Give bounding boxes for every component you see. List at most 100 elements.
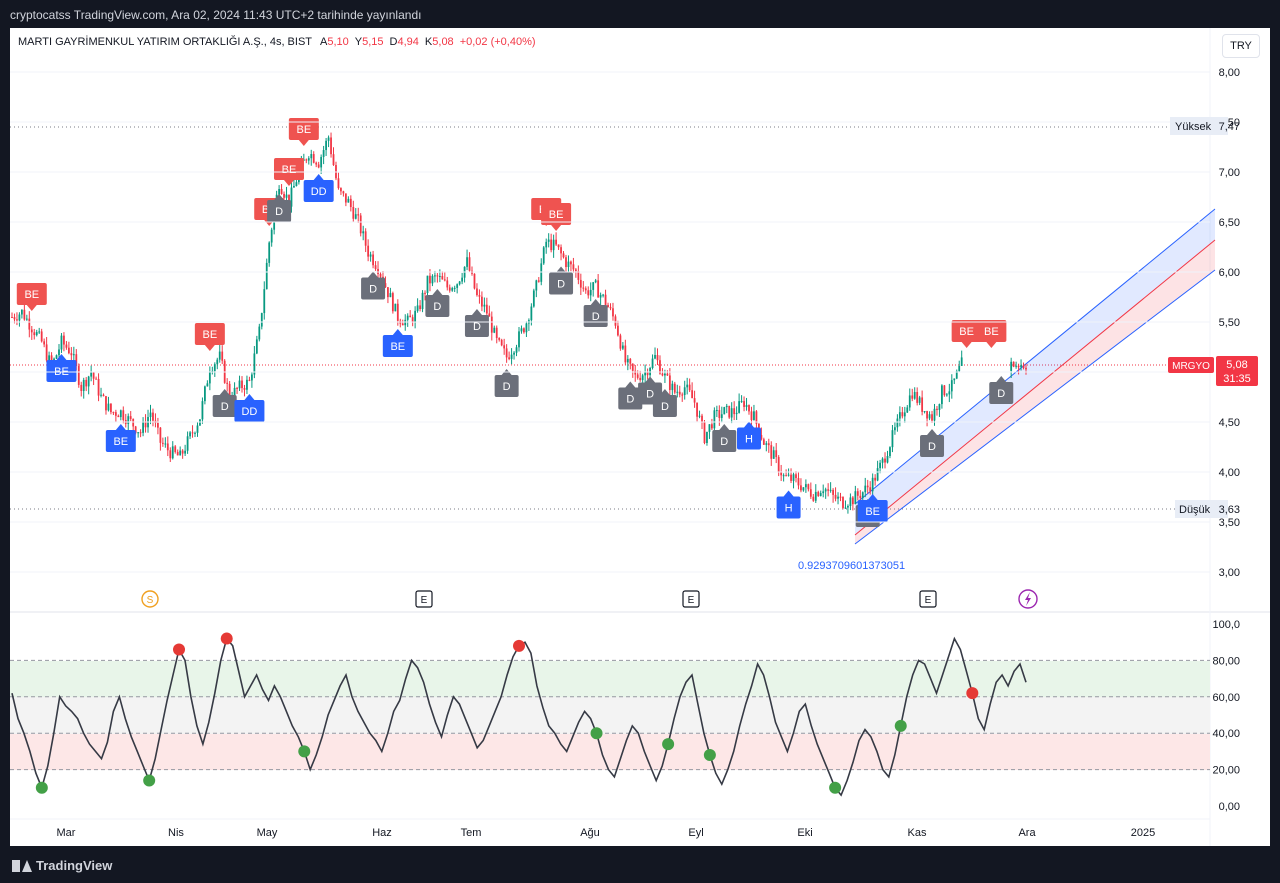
signal-text: D [592,311,600,323]
event-marker-s[interactable]: S [141,590,159,608]
signal-text: D [473,321,481,333]
candle-body [542,247,545,264]
signal-label-d[interactable]: D [549,266,574,295]
candle-body [819,493,822,496]
event-marker-e-2[interactable]: E [682,590,700,608]
signal-label-be[interactable]: BE [382,329,413,357]
candle-body [48,355,50,361]
candle-body [448,287,451,291]
osc-tick-label: 100,0 [1212,619,1240,631]
candle-body [228,383,231,401]
signal-label-d[interactable]: D [583,299,608,327]
signal-label-be[interactable]: BE [857,494,888,522]
signal-label-d[interactable]: D [425,289,450,317]
signal-label-d[interactable]: D [652,389,677,417]
signal-label-d[interactable]: D [267,194,292,222]
candle-body [404,319,407,326]
signal-label-be[interactable]: BE [194,323,225,351]
candle-body [238,380,241,389]
currency-button[interactable]: TRY [1222,34,1260,58]
candle-body [696,402,698,417]
candle-body [196,425,199,433]
candle-body [607,304,609,308]
candle-body [958,365,961,372]
candle-body [166,443,169,451]
high-label-box [1170,117,1228,135]
event-marker-e-3-text: E [925,595,932,606]
candle-body [730,408,733,418]
osc-tick-label: 0,00 [1219,801,1240,813]
signal-label-dd[interactable]: DD [234,394,265,422]
signal-label-d[interactable]: D [618,381,643,410]
event-marker-e-1-text: E [421,595,428,606]
signal-label-d[interactable]: D [464,309,489,337]
candle-body [194,432,196,434]
candle-body [574,269,577,272]
candle-body [100,394,102,396]
signal-label-d[interactable]: D [989,376,1014,404]
candle-body [278,188,281,195]
chart-area[interactable]: 0.9293709601373051 BEBEBEBEDDDBEDBEBEDDD… [10,28,1270,846]
signal-label-be[interactable]: BE [951,320,982,348]
signal-label-d[interactable]: D [494,369,519,397]
candle-body [884,458,886,463]
lightning-icon[interactable] [1018,589,1038,609]
signal-label-h[interactable]: H [737,421,762,450]
signal-text: D [369,284,377,296]
candle-body [681,394,684,396]
channel-label: 0.9293709601373051 [798,560,905,572]
event-marker-e-1[interactable]: E [415,590,433,608]
osc-overbought-dot [513,639,525,652]
publish-text: cryptocatss TradingView.com, Ara 02, 202… [10,8,422,22]
candle-body [263,289,266,314]
candle-body [97,378,100,396]
signal-label-d[interactable]: D [361,271,386,300]
high-label: Yüksek [1175,121,1212,133]
high-value-legend: 5,15 [362,36,384,48]
candle-body [387,287,389,298]
candle-body [898,412,901,419]
signal-label-be[interactable]: BE [105,424,136,452]
candle-body [65,344,68,348]
candle-body [557,244,560,248]
footer-bar: TradingView [0,846,1280,883]
event-marker-e-2-text: E [688,595,695,606]
last-price-tag [1216,356,1258,386]
signal-label-be[interactable]: BE [273,158,304,186]
candle-body [186,436,189,451]
osc-oversold-dot [703,749,716,762]
candle-body [631,363,634,371]
signal-label-d[interactable]: D [920,429,945,457]
candle-body [508,357,511,359]
candle-body [117,415,120,418]
signal-label-h[interactable]: H [776,490,801,519]
signal-label-be[interactable]: BE [288,118,319,146]
low-label-legend: D [389,36,398,48]
signal-label-be[interactable]: BE [46,354,77,382]
chart-svg[interactable]: 0.9293709601373051 BEBEBEBEDDDBEDBEBEDDD… [10,28,1270,846]
signal-label-d[interactable]: D [712,424,737,452]
signal-text: D [661,401,669,413]
candle-body [347,198,350,203]
candle-body [270,229,273,243]
candle-body [733,408,736,415]
candle-body [547,239,550,242]
candle-body [668,375,671,391]
candle-body [510,354,513,359]
candle-body [921,397,924,412]
candle-body [30,329,33,333]
candle-body [748,405,750,412]
candle-body [394,303,397,312]
candle-body [285,194,288,198]
signal-label-be[interactable]: BE [976,320,1007,348]
candle-body [72,354,75,356]
event-marker-e-3[interactable]: E [919,590,937,608]
signal-label-d[interactable]: D [212,389,237,417]
signal-label-dd[interactable]: DD [303,174,334,202]
candle-body [389,293,392,298]
signal-label-be[interactable]: BE [16,283,47,311]
signal-label-be[interactable]: BE [541,203,572,231]
tradingview-brand[interactable]: TradingView [12,858,112,873]
candle-body [844,507,847,509]
candle-body [191,432,194,434]
